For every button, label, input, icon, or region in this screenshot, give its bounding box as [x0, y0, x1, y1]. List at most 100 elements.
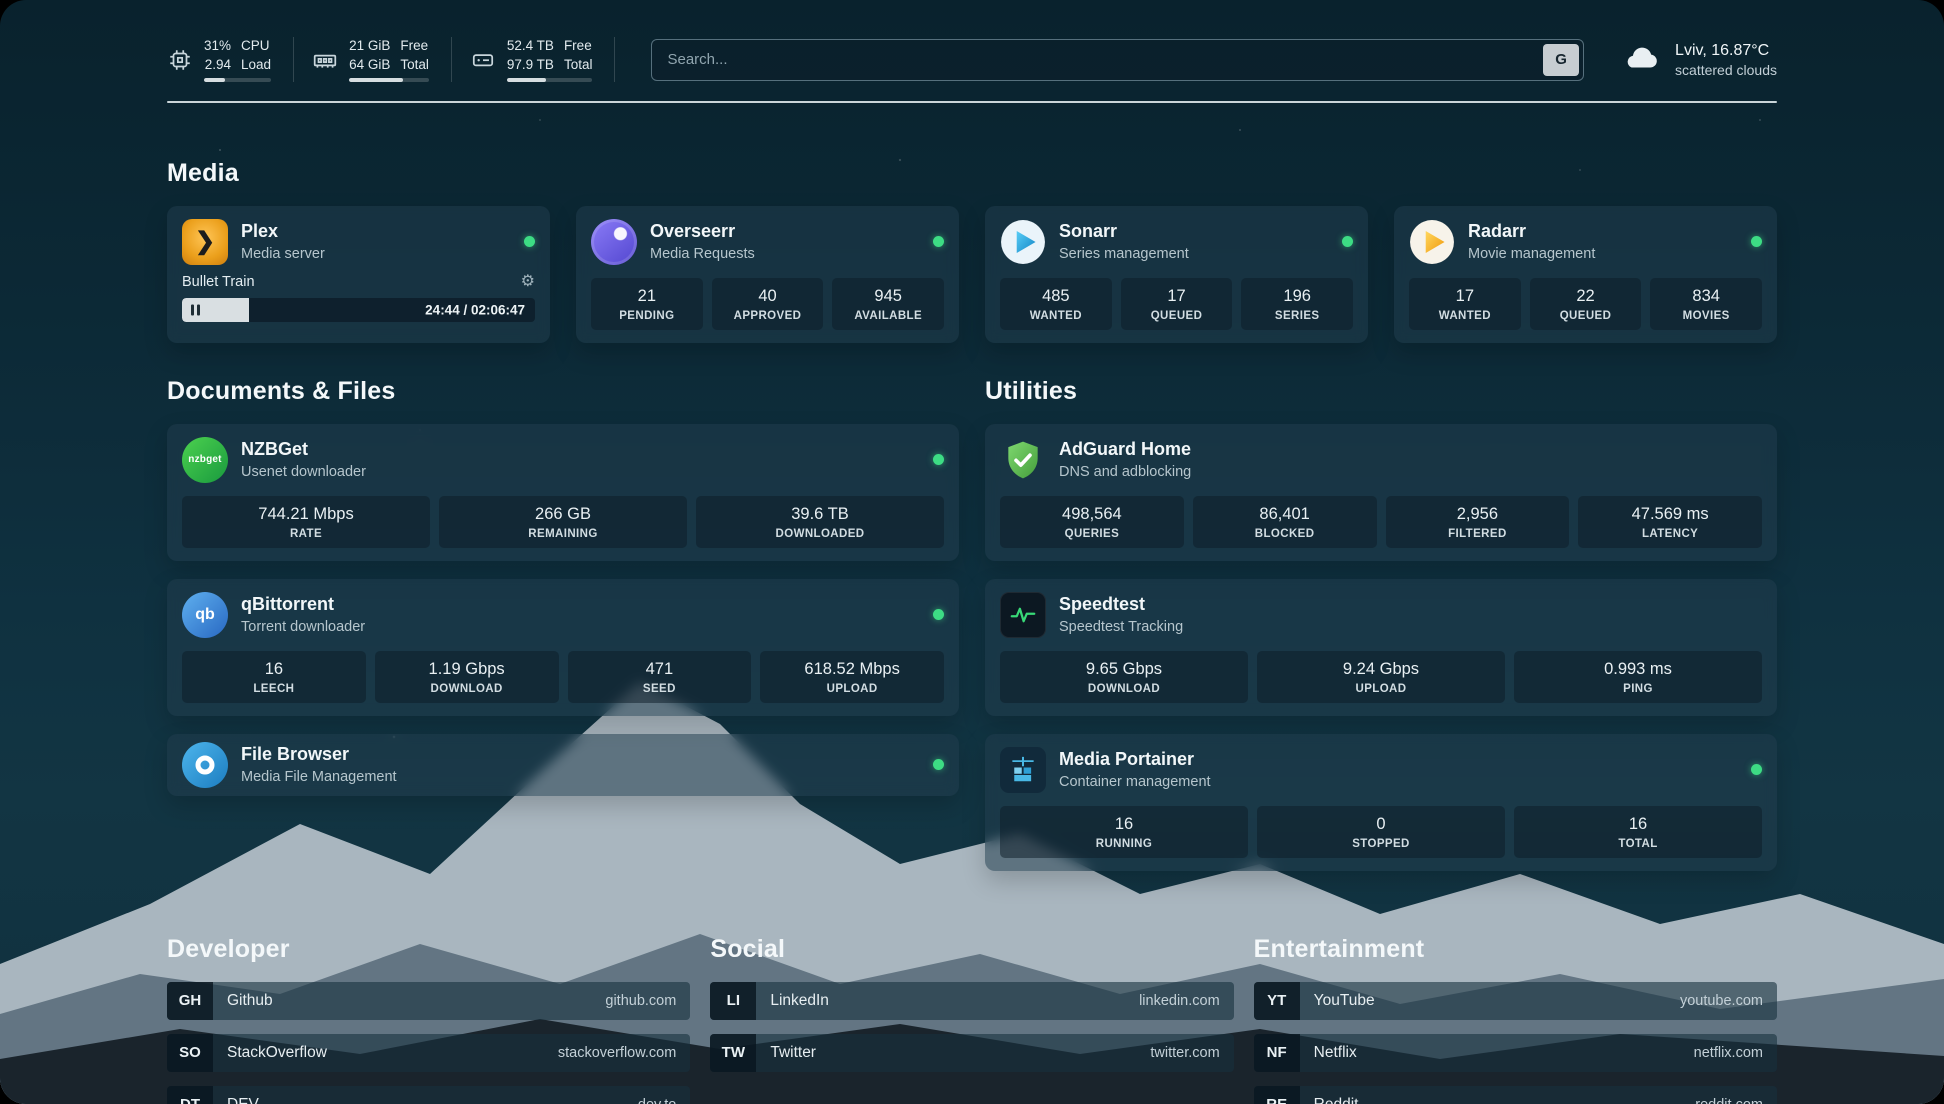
cpu-label-bottom: Load	[241, 56, 272, 72]
bookmark-abbr: DT	[167, 1085, 213, 1104]
app-card-radarr[interactable]: Radarr Movie management 17 WANTED 22 QUE…	[1394, 205, 1777, 343]
stat-upload: 618.52 Mbps UPLOAD	[760, 650, 944, 703]
stat-queued: 22 QUEUED	[1529, 277, 1642, 330]
memory-icon	[312, 47, 338, 73]
memory-free: 21 GiB	[349, 38, 391, 54]
section-title-developer: Developer	[167, 934, 290, 963]
bookmark-abbr: TW	[710, 1033, 757, 1072]
app-card-filebrowser[interactable]: File Browser Media File Management	[167, 733, 959, 796]
sonarr-icon	[1000, 219, 1046, 265]
bookmark-abbr: RE	[1253, 1085, 1300, 1104]
app-card-portainer[interactable]: Media Portainer Container management 16 …	[985, 733, 1777, 871]
app-card-adguard[interactable]: AdGuard Home DNS and adblocking 498,564 …	[985, 423, 1777, 561]
cpu-percent: 31%	[204, 38, 232, 54]
weather-widget[interactable]: Lviv, 16.87°C scattered clouds	[1620, 36, 1777, 83]
stat-blocked: 86,401 BLOCKED	[1192, 495, 1377, 548]
app-card-nzbget[interactable]: nzbget NZBGet Usenet downloader 744.21 M…	[167, 423, 959, 561]
search-input[interactable]	[651, 38, 1585, 81]
disk-free: 52.4 TB	[506, 38, 554, 54]
bookmark-domain: reddit.com	[1695, 1097, 1763, 1104]
bookmark-stackoverflow[interactable]: SO StackOverflow stackoverflow.com	[167, 1033, 691, 1072]
stat-queries: 498,564 QUERIES	[1000, 495, 1184, 548]
status-online-dot	[933, 454, 944, 465]
search-engine-button[interactable]: G	[1543, 43, 1580, 76]
app-card-speedtest[interactable]: Speedtest Speedtest Tracking 9.65 Gbps D…	[985, 578, 1777, 716]
search: G	[651, 38, 1585, 81]
app-subtitle: Speedtest Tracking	[1059, 618, 1184, 635]
app-card-sonarr[interactable]: Sonarr Series management 485 WANTED 17 Q…	[985, 205, 1368, 343]
memory-label-top: Free	[400, 38, 429, 54]
bookmark-dev[interactable]: DT DEV dev.to	[167, 1085, 691, 1104]
bookmark-github[interactable]: GH Github github.com	[167, 981, 691, 1020]
playback-progress-bar[interactable]: 24:44 / 02:06:47	[182, 297, 535, 322]
section-utilities: Utilities	[985, 377, 1777, 871]
speedtest-icon	[1000, 591, 1046, 638]
app-card-plex[interactable]: ❯ Plex Media server Bullet Train ⚙	[167, 205, 550, 343]
stat-wanted: 17 WANTED	[1409, 277, 1521, 330]
memory-progress-fill	[349, 77, 403, 82]
app-name: Radarr	[1468, 221, 1527, 242]
cpu-widget: 31% 2.94 CPU Load	[167, 37, 295, 82]
disk-progress-fill	[506, 77, 547, 82]
stat-approved: 40 APPROVED	[711, 277, 824, 330]
app-subtitle: Media server	[241, 245, 325, 262]
bookmark-twitter[interactable]: TW Twitter twitter.com	[710, 1033, 1234, 1072]
stat-upload: 9.24 Gbps UPLOAD	[1257, 650, 1505, 703]
topbar-divider	[167, 101, 1777, 103]
stat-leech: 16 LEECH	[182, 650, 366, 703]
app-name: Media Portainer	[1059, 749, 1195, 770]
radarr-icon	[1409, 219, 1455, 265]
bookmark-abbr: GH	[167, 981, 213, 1020]
app-name: Plex	[241, 221, 279, 242]
bookmark-domain: youtube.com	[1679, 992, 1763, 1009]
bookmark-domain: github.com	[605, 992, 677, 1009]
stat-filtered: 2,956 FILTERED	[1385, 495, 1570, 548]
cpu-load: 2.94	[204, 56, 232, 72]
app-subtitle: Usenet downloader	[241, 463, 366, 480]
stat-total: 16 TOTAL	[1514, 805, 1762, 858]
memory-total: 64 GiB	[349, 56, 391, 72]
app-card-overseerr[interactable]: Overseerr Media Requests 21 PENDING 40 A…	[576, 205, 959, 343]
cpu-progress-fill	[204, 77, 225, 82]
bookmark-name: YouTube	[1313, 991, 1375, 1009]
section-social: Social LI LinkedIn linkedin.com TW Twitt…	[710, 935, 1234, 1104]
app-name: NZBGet	[241, 439, 308, 460]
app-subtitle: DNS and adblocking	[1059, 463, 1192, 480]
bookmark-abbr: NF	[1253, 1033, 1300, 1072]
app-name: AdGuard Home	[1059, 439, 1192, 460]
stat-stopped: 0 STOPPED	[1257, 805, 1505, 858]
overseerr-icon	[591, 218, 637, 265]
memory-progress-bar	[349, 77, 429, 82]
status-online-dot	[1751, 236, 1762, 247]
weather-condition: scattered clouds	[1675, 61, 1777, 78]
settings-icon[interactable]: ⚙	[520, 272, 535, 290]
stat-movies: 834 MOVIES	[1650, 277, 1763, 330]
topbar: 31% 2.94 CPU Load	[167, 36, 1777, 83]
app-card-qbittorrent[interactable]: qb qBittorrent Torrent downloader 16	[167, 578, 959, 716]
bookmark-reddit[interactable]: RE Reddit reddit.com	[1253, 1085, 1777, 1104]
stat-seed: 471 SEED	[567, 650, 752, 703]
bookmark-netflix[interactable]: NF Netflix netflix.com	[1253, 1033, 1777, 1072]
nzbget-icon: nzbget	[182, 436, 228, 483]
bookmark-name: DEV	[227, 1095, 259, 1104]
stat-download: 1.19 Gbps DOWNLOAD	[374, 650, 559, 703]
stat-ping: 0.993 ms PING	[1514, 650, 1762, 703]
status-online-dot	[524, 236, 535, 247]
bookmark-name: LinkedIn	[770, 991, 829, 1009]
pause-icon[interactable]	[191, 304, 200, 315]
portainer-icon	[1000, 746, 1046, 793]
bookmark-youtube[interactable]: YT YouTube youtube.com	[1253, 981, 1777, 1020]
bookmark-domain: stackoverflow.com	[557, 1044, 677, 1061]
memory-label-bottom: Total	[400, 56, 429, 72]
app-subtitle: Movie management	[1468, 245, 1596, 262]
disk-progress-bar	[506, 77, 593, 82]
playback-time: 24:44 / 02:06:47	[425, 302, 525, 317]
stat-latency: 47.569 ms LATENCY	[1578, 495, 1762, 548]
bookmark-abbr: LI	[710, 981, 757, 1020]
bookmark-linkedin[interactable]: LI LinkedIn linkedin.com	[710, 981, 1234, 1020]
section-developer: Developer GH Github github.com SO StackO…	[167, 934, 691, 1104]
app-name: Overseerr	[650, 221, 736, 242]
app-subtitle: Series management	[1059, 245, 1189, 262]
disk-total: 97.9 TB	[506, 56, 554, 72]
